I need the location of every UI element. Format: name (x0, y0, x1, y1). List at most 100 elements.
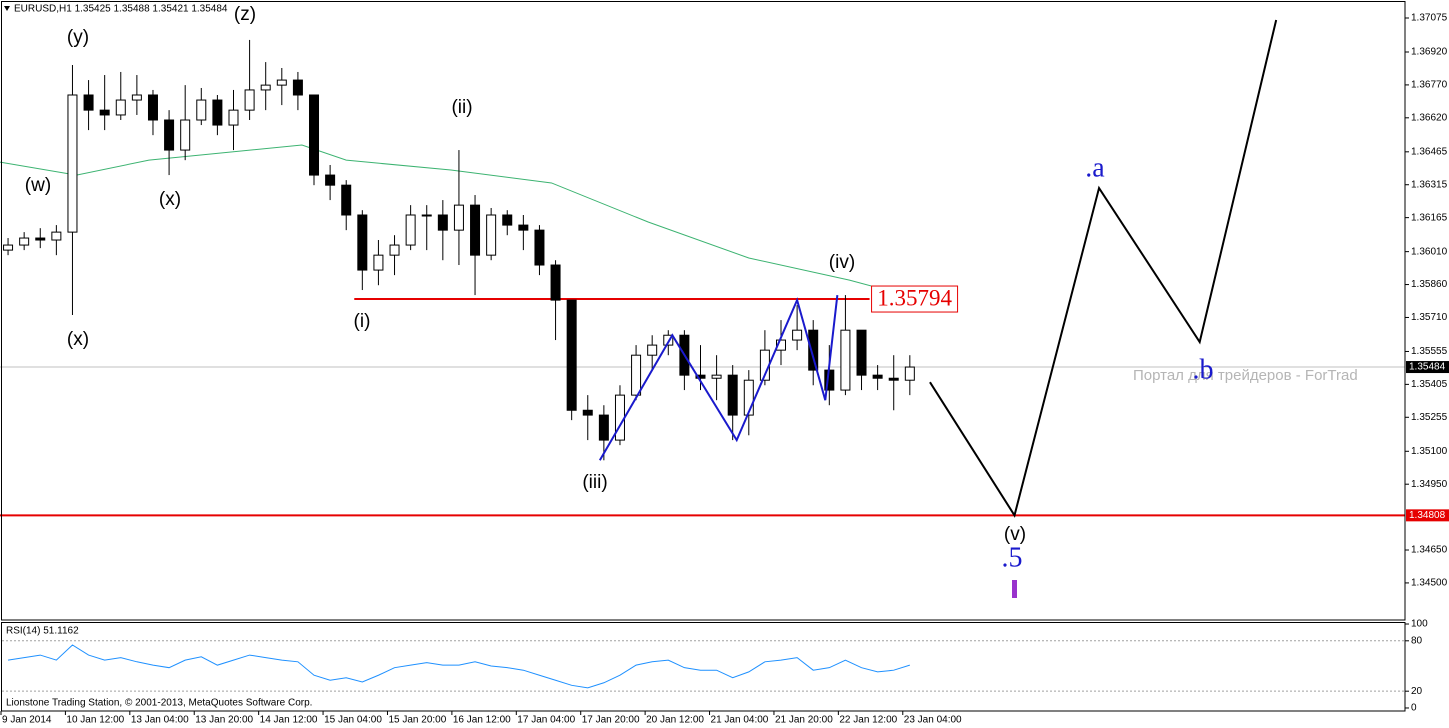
y-tick-label: 1.37075 (1411, 13, 1448, 24)
wave-label: (iii) (582, 472, 607, 493)
x-tick-label: 21 Jan 04:00 (711, 715, 769, 726)
current-price-label: 1.35484 (1409, 362, 1446, 373)
candle-body (244, 89, 255, 111)
menu-triangle[interactable] (4, 6, 10, 11)
y-tick-label: 0 (1411, 703, 1417, 714)
support-price-box (1406, 509, 1449, 522)
candle-body (808, 329, 819, 371)
price-plot: Портал для трейдеров - ForTrad (0, 19, 1405, 518)
x-tick-label: 22 Jan 12:00 (839, 715, 897, 726)
candle-body (51, 231, 62, 241)
x-tick-label: 20 Jan 12:00 (646, 715, 704, 726)
y-tick-label: 1.36770 (1411, 80, 1448, 91)
y-tick-label: 1.36315 (1411, 179, 1448, 190)
support-price-label: 1.34808 (1409, 510, 1446, 521)
candle-body (325, 174, 336, 186)
y-tick-label: 1.35710 (1411, 312, 1448, 323)
footer: Lionstone Trading Station, © 2001-2013, … (6, 698, 312, 709)
x-tick-label: 9 Jan 2014 (2, 715, 52, 726)
candle-body (534, 229, 545, 266)
y-tick-label: 1.36165 (1411, 212, 1448, 223)
candle-body (357, 214, 368, 271)
candle-body (695, 374, 706, 379)
y-tick-label: 1.35405 (1411, 379, 1448, 390)
x-tick-label: 15 Jan 20:00 (388, 715, 446, 726)
candle-body (502, 214, 513, 226)
target-label: .a (1085, 152, 1105, 183)
candle-body (470, 204, 481, 256)
wave-label: (i) (354, 311, 371, 332)
x-tick-label: 15 Jan 04:00 (324, 715, 382, 726)
candle-body (486, 214, 497, 256)
candle-body (598, 414, 609, 441)
y-tick-label: 1.35860 (1411, 279, 1448, 290)
wave-label: (z) (234, 4, 256, 25)
x-tick-label: 16 Jan 12:00 (453, 715, 511, 726)
x-tick-label: 17 Jan 04:00 (517, 715, 575, 726)
y-tick-label: 1.36920 (1411, 47, 1448, 58)
candle-body (3, 244, 14, 251)
candle-body (904, 366, 915, 381)
y-tick-label: 1.36465 (1411, 146, 1448, 157)
candle-body (373, 254, 384, 271)
y-tick-label: 1.36620 (1411, 112, 1448, 123)
candle-body (35, 237, 46, 241)
y-tick-label: 100 (1411, 619, 1428, 630)
candle-body (663, 334, 674, 346)
candle-body (518, 224, 529, 231)
target-label: .b (1193, 354, 1214, 385)
candle-body (711, 374, 722, 379)
candle-body (647, 344, 658, 356)
candle-body (341, 184, 352, 216)
candle-body (276, 79, 287, 86)
y-tick-label: 1.36010 (1411, 246, 1448, 257)
current-price-box (1406, 361, 1449, 374)
candle-body (228, 109, 239, 126)
y-tick-label: 1.34500 (1411, 578, 1448, 589)
candle-body (83, 94, 94, 111)
candle-body (792, 329, 803, 341)
marker (1012, 580, 1017, 598)
target-label: .5 (1002, 542, 1023, 573)
candle-body (550, 264, 561, 301)
x-tick-label: 17 Jan 20:00 (582, 715, 640, 726)
candle-body (776, 339, 787, 351)
y-tick-label: 20 (1411, 686, 1423, 697)
moving-average (0, 144, 894, 293)
y-tick-label: 1.34650 (1411, 545, 1448, 556)
x-tick-label: 13 Jan 20:00 (195, 715, 253, 726)
x-tick-label: 10 Jan 12:00 (66, 715, 124, 726)
candle-body (309, 94, 320, 176)
y-tick-label: 1.35100 (1411, 446, 1448, 457)
wave-label: (ii) (451, 97, 472, 118)
price-frame (1, 1, 1406, 621)
wave-pattern-line (598, 294, 839, 461)
wave-label: (iv) (829, 252, 855, 273)
rsi-title: RSI(14) 51.1162 (6, 626, 79, 637)
resistance-label: 1.35794 (877, 285, 952, 310)
wave-label: (w) (25, 175, 51, 196)
wave-label: (x) (67, 329, 89, 350)
y-tick-label: 80 (1411, 635, 1423, 646)
candle-body (405, 214, 416, 246)
y-tick-label: 1.34950 (1411, 479, 1448, 490)
candle-body (115, 99, 126, 116)
x-tick-label: 23 Jan 04:00 (904, 715, 962, 726)
wave-label: (x) (159, 189, 181, 210)
candle-body (453, 204, 464, 231)
rsi-frame (1, 622, 1406, 712)
candle-body (164, 119, 175, 151)
chart-title: EURUSD,H1 1.35425 1.35488 1.35421 1.3548… (14, 4, 228, 15)
candle-body (99, 109, 110, 116)
candle-body (856, 329, 867, 376)
candle-body (727, 374, 738, 416)
projection-line (929, 19, 1278, 518)
candle-body (196, 99, 207, 121)
x-tick-label: 14 Jan 12:00 (260, 715, 318, 726)
candle-body (180, 119, 191, 151)
watermark: Портал для трейдеров - ForTrad (1133, 367, 1358, 384)
candle-body (566, 299, 577, 411)
candle-body (19, 237, 30, 246)
